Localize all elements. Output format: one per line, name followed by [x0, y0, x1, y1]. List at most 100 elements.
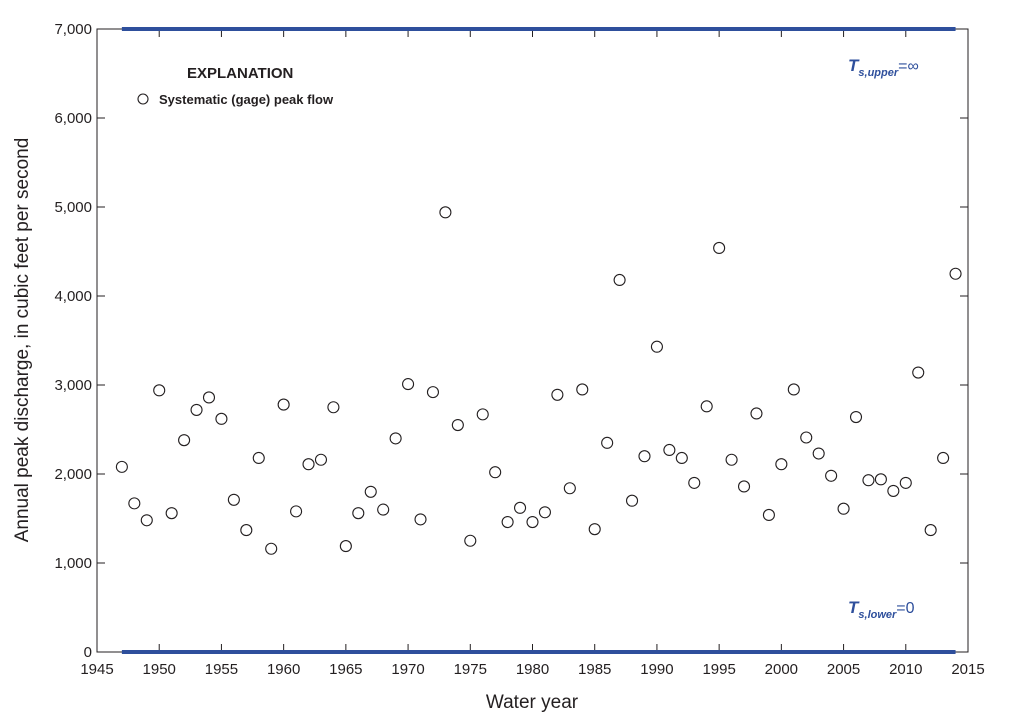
data-point [924, 524, 937, 537]
data-point [202, 391, 216, 404]
data-point [128, 497, 141, 510]
x-tick-label: 2010 [889, 661, 922, 678]
y-tick-label: 4,000 [54, 288, 92, 305]
data-point [364, 485, 377, 498]
data-point [290, 505, 303, 518]
data-point [476, 408, 489, 421]
data-point [663, 443, 676, 457]
data-point [227, 493, 240, 506]
data-point [178, 434, 191, 447]
y-tick-label: 2,000 [54, 466, 92, 483]
data-point [601, 436, 614, 449]
data-point [887, 484, 900, 497]
data-point [837, 502, 850, 515]
data-point [800, 431, 813, 444]
data-point [899, 476, 912, 489]
data-point [215, 412, 228, 425]
x-tick-label: 1990 [640, 661, 673, 678]
legend: EXPLANATION Systematic (gage) peak flow [137, 65, 334, 107]
data-point [314, 453, 328, 466]
data-point [613, 273, 626, 287]
data-point [912, 366, 925, 379]
data-point [514, 501, 527, 514]
data-point [849, 410, 863, 424]
data-point [812, 447, 825, 460]
data-point [862, 474, 875, 487]
data-point [439, 206, 452, 219]
data-point [252, 451, 265, 465]
y-tick-label: 0 [84, 644, 92, 661]
x-tick-label: 1955 [205, 661, 238, 678]
data-point [140, 514, 153, 527]
x-tick-label: 1960 [267, 661, 300, 678]
data-point [750, 407, 763, 420]
lower-threshold-label: Ts,lower=0 [848, 598, 915, 621]
data-point [949, 267, 962, 280]
y-tick-label: 7,000 [54, 21, 92, 38]
data-point [377, 503, 390, 516]
data-point [675, 451, 688, 465]
threshold-lines [121, 27, 956, 654]
data-point [352, 507, 365, 520]
legend-title: EXPLANATION [187, 65, 293, 82]
data-point [302, 458, 315, 471]
x-tick-label: 1980 [516, 661, 549, 678]
x-tick-label: 2000 [765, 661, 798, 678]
data-point [153, 384, 166, 397]
x-tick-label: 1945 [80, 661, 113, 678]
legend-label: Systematic (gage) peak flow [159, 92, 334, 107]
y-tick-label: 5,000 [54, 199, 92, 216]
lower-threshold-subscript: s,lower [858, 609, 897, 621]
data-point [725, 453, 738, 466]
data-point [327, 401, 340, 414]
data-point [526, 516, 539, 529]
data-point [563, 482, 576, 495]
x-tick-label: 1985 [578, 661, 611, 678]
y-tick-label: 3,000 [54, 377, 92, 394]
data-point [762, 508, 775, 521]
data-point [402, 378, 415, 391]
data-point [339, 540, 352, 553]
data-point [426, 386, 440, 399]
data-point [650, 340, 663, 353]
data-point [625, 494, 639, 507]
data-point [414, 513, 427, 526]
data-point [588, 523, 601, 536]
data-point [775, 458, 788, 471]
y-tick-label: 1,000 [54, 555, 92, 572]
lower-threshold-value: =0 [896, 600, 914, 617]
data-point [713, 241, 726, 254]
lower-threshold-symbol: T [848, 598, 860, 617]
legend-marker-icon [137, 93, 149, 105]
data-point [874, 473, 887, 486]
data-point [825, 469, 838, 482]
x-tick-label: 1970 [391, 661, 424, 678]
data-point [451, 418, 464, 432]
data-point [190, 403, 203, 416]
data-point [501, 516, 514, 529]
data-point [538, 506, 551, 519]
data-point [489, 466, 502, 479]
data-points [115, 206, 962, 555]
data-point [638, 450, 651, 463]
data-point [700, 400, 713, 413]
x-tick-label: 1975 [454, 661, 487, 678]
upper-threshold-value: =∞ [898, 58, 919, 75]
data-point [464, 534, 477, 547]
x-tick-label: 1995 [702, 661, 735, 678]
data-point [787, 383, 800, 396]
data-point [240, 524, 253, 537]
y-tick-label: 6,000 [54, 110, 92, 127]
x-axis: 1945 1950 1955 1960 1965 1970 1975 1980 1985 1990… [80, 29, 985, 678]
data-point [937, 451, 950, 465]
plot-area-frame [96, 28, 969, 653]
x-tick-label: 2015 [951, 661, 984, 678]
x-tick-label: 1965 [329, 661, 362, 678]
data-point [576, 383, 589, 396]
data-point [551, 388, 564, 401]
data-point [277, 398, 290, 411]
x-axis-title: Water year [486, 692, 579, 713]
y-axis-title: Annual peak discharge, in cubic feet per… [12, 138, 33, 543]
upper-threshold-symbol: T [848, 56, 860, 75]
